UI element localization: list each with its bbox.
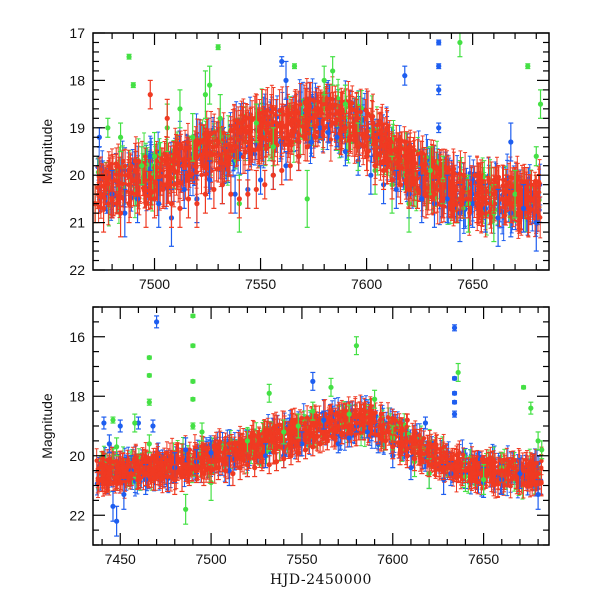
data-point-red bbox=[377, 152, 383, 158]
data-point-red bbox=[131, 191, 136, 196]
data-point-red bbox=[307, 103, 313, 109]
data-point-red bbox=[328, 137, 334, 142]
data-point-red bbox=[486, 175, 491, 181]
data-point-red bbox=[306, 108, 312, 113]
data-point-red bbox=[121, 158, 126, 164]
data-point-red bbox=[355, 123, 360, 129]
data-point-red bbox=[363, 107, 368, 113]
data-point-red bbox=[458, 171, 463, 177]
data-point-red bbox=[358, 109, 363, 115]
data-point-red bbox=[148, 189, 153, 194]
data-point-red bbox=[381, 143, 387, 149]
data-point-red bbox=[488, 215, 493, 221]
data-point-red bbox=[143, 154, 148, 159]
data-point-red bbox=[418, 150, 423, 156]
data-point-red bbox=[298, 102, 303, 107]
data-point-red bbox=[119, 172, 124, 177]
data-point-green bbox=[145, 162, 150, 167]
data-point-red bbox=[154, 158, 160, 164]
data-point-red bbox=[250, 147, 255, 152]
data-point-red bbox=[218, 159, 223, 165]
data-point-red bbox=[164, 160, 169, 166]
data-point-red bbox=[455, 180, 460, 186]
plot-area bbox=[93, 33, 544, 252]
data-point-red bbox=[282, 142, 287, 148]
